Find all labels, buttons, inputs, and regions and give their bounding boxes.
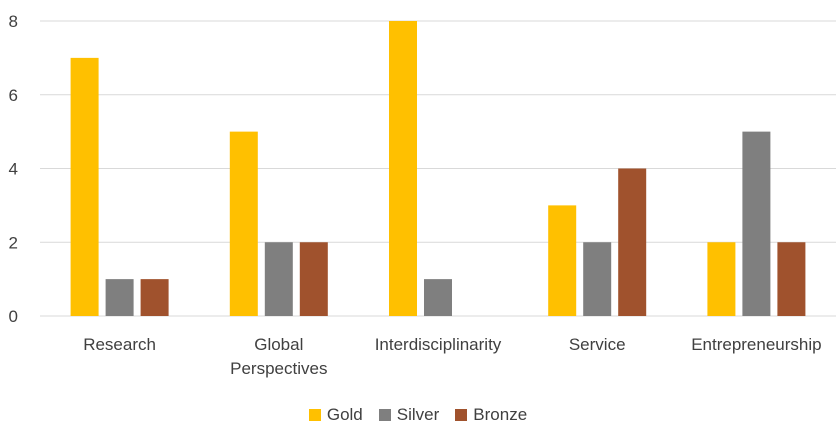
y-tick-label-0: 0 (9, 307, 18, 326)
x-tick-label-line: Entrepreneurship (691, 335, 821, 354)
legend-label-gold: Gold (326, 405, 363, 424)
bar-bronze-1 (299, 242, 328, 316)
bar-silver-3 (583, 242, 612, 316)
legend-swatch-gold (308, 409, 321, 421)
legend-item-silver: Silver (378, 405, 440, 425)
bar-bronze-0 (140, 279, 169, 316)
x-tick-label-1: Global Perspectives (230, 335, 327, 378)
y-tick-label-4: 4 (9, 160, 18, 179)
x-tick-label-2: Interdisciplinarity (375, 335, 502, 354)
bar-silver-0 (105, 279, 134, 316)
x-tick-label-3: Service (569, 335, 626, 354)
x-tick-label-line: Global (254, 335, 303, 354)
legend-item-gold: Gold (308, 405, 363, 425)
x-tick-label-line: Research (83, 335, 156, 354)
x-tick-label-line: Interdisciplinarity (375, 335, 502, 354)
legend-swatch-silver (378, 409, 391, 421)
bar-gold-2 (389, 21, 417, 316)
legend-item-bronze: Bronze (455, 405, 527, 425)
legend-swatch-bronze (455, 409, 468, 421)
bar-bronze-3 (618, 168, 647, 316)
legend-label-silver: Silver (396, 405, 440, 424)
bar-silver-4 (742, 131, 771, 316)
bar-gold-4 (707, 242, 736, 316)
x-tick-label-0: Research (83, 335, 156, 354)
bar-silver-2 (424, 279, 452, 316)
y-tick-label-6: 6 (9, 86, 18, 105)
legend-label-bronze: Bronze (473, 405, 528, 424)
y-tick-label-8: 8 (9, 12, 18, 31)
x-tick-label-line: Service (569, 335, 626, 354)
y-tick-label-2: 2 (9, 233, 18, 252)
bar-gold-1 (229, 131, 258, 316)
bar-gold-3 (548, 205, 577, 316)
x-tick-label-line: Perspectives (230, 359, 327, 378)
bar-bronze-4 (777, 242, 806, 316)
bar-gold-0 (70, 57, 99, 316)
bar-silver-1 (264, 242, 293, 316)
legend: Gold Silver Bronze (0, 405, 836, 425)
x-tick-label-4: Entrepreneurship (691, 335, 821, 354)
